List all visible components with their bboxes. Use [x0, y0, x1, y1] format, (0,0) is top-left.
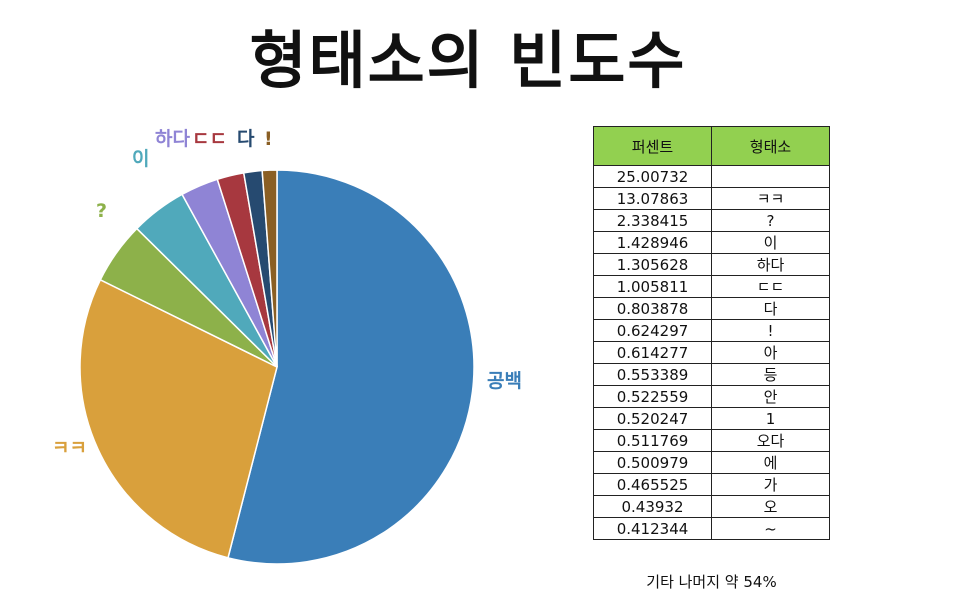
table-cell-morpheme: 이 [711, 231, 830, 254]
pie-slice-label: 하다 [155, 128, 190, 150]
table-row: 0.520247 1 [593, 407, 830, 430]
table-header-percent: 퍼센트 [593, 126, 712, 166]
pie-slice-label: 공백 [487, 370, 522, 392]
table-row: 0.522559 안 [593, 385, 830, 408]
chart-title: 형태소의 빈도수 [249, 24, 687, 97]
table-cell-percent: 0.614277 [593, 341, 712, 364]
pie-slice [227, 169, 475, 565]
table-row: 0.465525 가 [593, 473, 830, 496]
table-cell-percent: 1.005811 [593, 275, 712, 298]
table-cell-morpheme: 오 [711, 495, 830, 518]
table-row: 13.07863 ㅋㅋ [593, 187, 830, 210]
table-cell-morpheme [711, 165, 830, 188]
table-cell-percent: 0.500979 [593, 451, 712, 474]
table-cell-percent: 1.305628 [593, 253, 712, 276]
table-row: 0.511769 오다 [593, 429, 830, 452]
table-row: 0.624297! [593, 319, 830, 342]
pie-slice-label: 이 [132, 148, 149, 170]
table-row: 0.614277 아 [593, 341, 830, 364]
footnote: 기타 나머지 약 54% [646, 573, 777, 591]
table-cell-morpheme: 1 [711, 407, 830, 430]
pie-chart: 공백 ㅋㅋ? 이 하다 ㄷㄷ 다! [52, 128, 522, 565]
pie-slice [261, 169, 278, 368]
table-cell-morpheme: 에 [711, 451, 830, 474]
pie-slice-label: ㅋㅋ [52, 437, 87, 459]
table-cell-percent: 0.412344 [593, 517, 712, 540]
table-row: 0.553389 등 [593, 363, 830, 386]
table-cell-percent: 0.465525 [593, 473, 712, 496]
table-cell-percent: 0.511769 [593, 429, 712, 452]
pie-slice-label: ? [96, 200, 107, 222]
table-row: 0.803878 다 [593, 297, 830, 320]
table-cell-percent: 0.522559 [593, 385, 712, 408]
table-row: 0.43932 오 [593, 495, 830, 518]
table-cell-morpheme: 다 [711, 297, 830, 320]
table-cell-morpheme: ? [711, 209, 830, 232]
table-cell-percent: 2.338415 [593, 209, 712, 232]
table-cell-percent: 0.520247 [593, 407, 712, 430]
table-cell-morpheme: 가 [711, 473, 830, 496]
table-cell-morpheme: 등 [711, 363, 830, 386]
table-cell-morpheme: ~ [711, 517, 830, 540]
table-row: 0.412344 ~ [593, 517, 830, 540]
table-cell-percent: 25.00732 [593, 165, 712, 188]
table-cell-percent: 13.07863 [593, 187, 712, 210]
table-header-row: 퍼센트 형태소 [593, 126, 830, 166]
table-cell-morpheme: ! [711, 319, 830, 342]
table-cell-percent: 0.624297 [593, 319, 712, 342]
table-body: 25.00732 13.07863 ㅋㅋ 2.338415? 1.428946 이 1.30… [593, 165, 830, 540]
table-cell-percent: 0.803878 [593, 297, 712, 320]
table-header-morpheme: 형태소 [711, 126, 830, 166]
table-row: 25.00732 [593, 165, 830, 188]
pie-slice-label: ㄷㄷ [192, 128, 227, 150]
table-row: 1.428946 이 [593, 231, 830, 254]
table-cell-percent: 0.43932 [593, 495, 712, 518]
table-cell-morpheme: 아 [711, 341, 830, 364]
table-cell-morpheme: 오다 [711, 429, 830, 452]
pie-slice [79, 278, 278, 559]
pie-slice-label: ! [264, 128, 273, 150]
table-cell-percent: 1.428946 [593, 231, 712, 254]
frequency-table: 퍼센트 형태소 25.00732 13.07863 ㅋㅋ 2.338415? 1.428… [593, 126, 830, 540]
table-cell-morpheme: 안 [711, 385, 830, 408]
table-cell-morpheme: 하다 [711, 253, 830, 276]
table-row: 1.005811 ㄷㄷ [593, 275, 830, 298]
table-row: 1.305628 하다 [593, 253, 830, 276]
table-row: 2.338415? [593, 209, 830, 232]
table-cell-morpheme: ㅋㅋ [711, 187, 830, 210]
table-row: 0.500979 에 [593, 451, 830, 474]
pie-slice-label: 다 [237, 128, 255, 150]
table-cell-percent: 0.553389 [593, 363, 712, 386]
table-cell-morpheme: ㄷㄷ [711, 275, 830, 298]
